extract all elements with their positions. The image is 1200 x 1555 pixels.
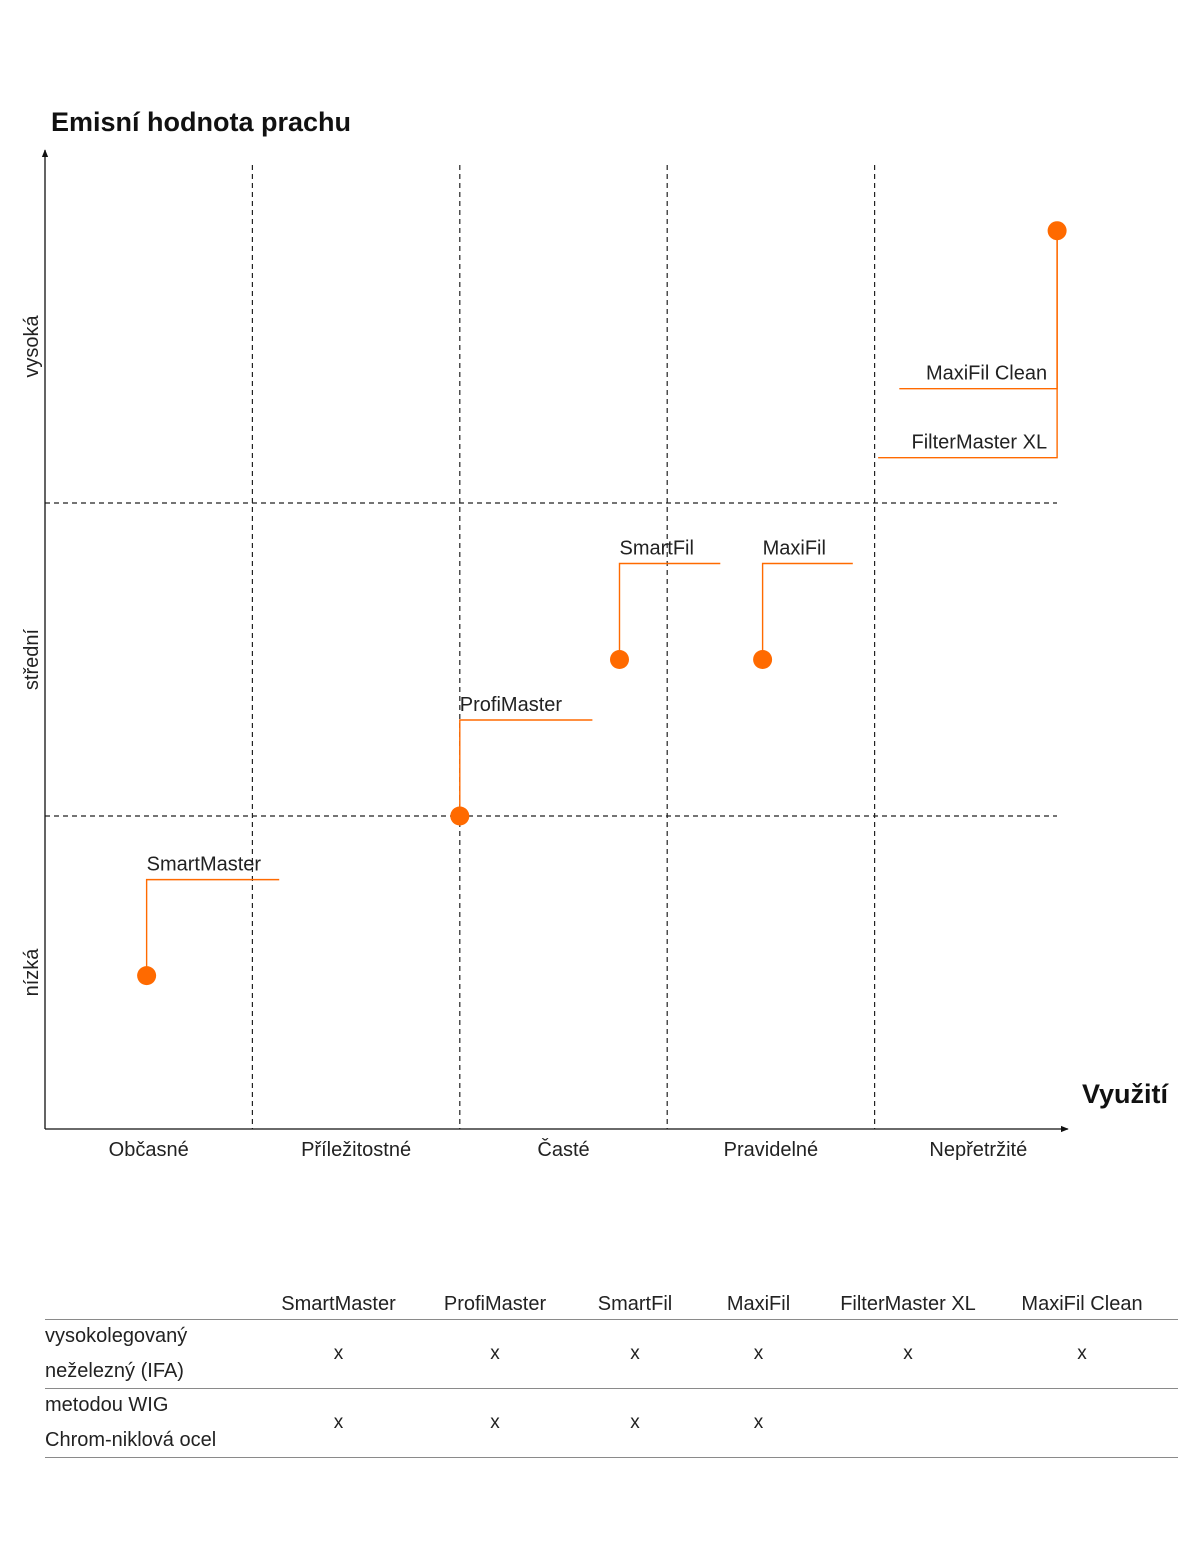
- matrix-col-header: SmartFil: [597, 1293, 673, 1315]
- data-point-group: MaxiFil: [753, 538, 853, 669]
- row-label-line: metodou WIG: [45, 1394, 169, 1416]
- matrix-cell: [986, 1389, 1178, 1457]
- matrix-row: metodou WIG Chrom-niklová ocel x x x x: [45, 1389, 1178, 1458]
- row-label-line: vysokolegovaný: [45, 1325, 188, 1347]
- data-point: [1047, 221, 1067, 241]
- data-point: [137, 966, 157, 986]
- x-tick-label: Příležitostné: [301, 1139, 411, 1161]
- x-tick-label: Časté: [537, 1138, 589, 1161]
- matrix-cell: x: [753, 1343, 764, 1364]
- data-point-group: ProfiMaster: [450, 694, 593, 826]
- matrix-cell: x: [333, 1343, 344, 1364]
- leader-line: [145, 878, 280, 976]
- matrix-row-label: vysokolegovaný neželezný (IFA): [45, 1320, 270, 1388]
- point-label: SmartFil: [619, 538, 693, 560]
- data-point: [450, 806, 470, 826]
- data-point-group: MaxiFil Clean FilterMaster XL: [878, 221, 1067, 459]
- matrix-cell: [830, 1389, 986, 1457]
- point-label: MaxiFil: [763, 538, 826, 560]
- data-point: [753, 650, 773, 669]
- data-point-group: SmartMaster: [137, 854, 280, 986]
- matrix-cell: x: [333, 1412, 344, 1433]
- leader-line: [878, 230, 1058, 459]
- data-point: [609, 650, 629, 669]
- leader-line: [761, 562, 853, 660]
- compatibility-matrix: SmartMaster ProfiMaster SmartFil MaxiFil…: [45, 1289, 1178, 1458]
- matrix-row-label: metodou WIG Chrom-niklová ocel: [45, 1389, 270, 1457]
- y-band-label: střední: [21, 628, 43, 690]
- matrix-cell: x: [903, 1343, 913, 1364]
- data-points: SmartMaster ProfiMaster SmartFil MaxiFil Max…: [137, 221, 1067, 986]
- matrix-corner: [45, 1289, 270, 1319]
- matrix-header-row: SmartMaster ProfiMaster SmartFil MaxiFil…: [45, 1289, 1178, 1320]
- matrix-row: vysokolegovaný neželezný (IFA) x x x x x…: [45, 1320, 1178, 1389]
- matrix-cell: x: [1077, 1343, 1087, 1364]
- matrix-col-header: MaxiFil Clean: [1021, 1293, 1143, 1315]
- matrix-col-header: ProfiMaster: [443, 1293, 547, 1315]
- matrix-col-header: MaxiFil: [726, 1293, 791, 1315]
- matrix-col-header: SmartMaster: [281, 1293, 396, 1315]
- point-label: MaxiFil Clean: [926, 363, 1047, 385]
- x-tick-label: Pravidelné: [724, 1139, 819, 1161]
- chart-title: Emisní hodnota prachu: [51, 107, 351, 137]
- scatter-chart: Emisní hodnota prachu Využití Občasné Pří…: [21, 107, 1170, 1161]
- grid-lines: [45, 165, 1057, 1129]
- matrix-cell: x: [753, 1412, 764, 1433]
- y-band-labels: nízká střední vysoká: [21, 315, 43, 997]
- matrix-cell: x: [490, 1343, 500, 1364]
- point-label: FilterMaster XL: [912, 432, 1048, 454]
- x-tick-labels: Občasné Příležitostné Časté Pravidelné Nepře…: [109, 1138, 1028, 1161]
- leader-line: [459, 719, 593, 816]
- leader-line: [618, 562, 721, 660]
- matrix-cell: x: [630, 1343, 640, 1364]
- point-label: ProfiMaster: [460, 694, 563, 716]
- y-band-label: nízká: [21, 948, 43, 997]
- point-label: SmartMaster: [147, 854, 262, 876]
- matrix-cell: x: [490, 1412, 500, 1433]
- data-point-group: SmartFil: [609, 538, 721, 669]
- row-label-line: Chrom-niklová ocel: [45, 1429, 217, 1451]
- row-label-line: neželezný (IFA): [45, 1360, 184, 1382]
- x-axis-title: Využití: [1082, 1079, 1170, 1109]
- matrix-cell: x: [630, 1412, 640, 1433]
- x-tick-label: Občasné: [109, 1139, 189, 1161]
- matrix-col-header: FilterMaster XL: [840, 1293, 976, 1315]
- y-band-label: vysoká: [21, 315, 43, 378]
- x-tick-label: Nepřetržité: [929, 1139, 1027, 1161]
